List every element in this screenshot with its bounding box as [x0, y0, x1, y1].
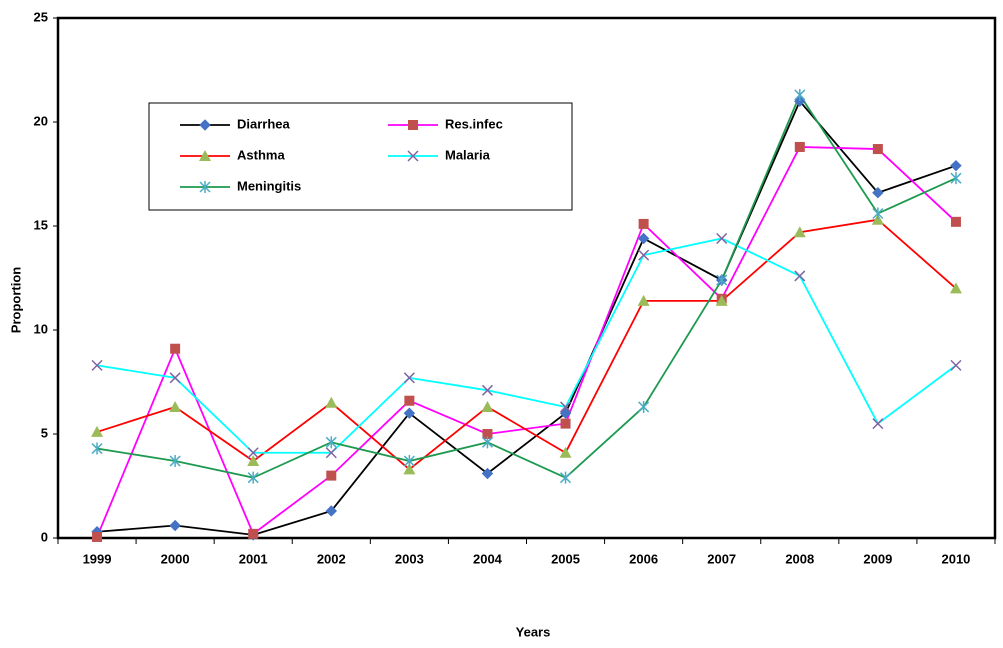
legend-label: Diarrhea — [237, 116, 291, 131]
marker — [793, 226, 806, 238]
x-tick-label: 2005 — [551, 551, 580, 566]
x-tick-label: 2006 — [629, 551, 658, 566]
marker — [949, 282, 962, 294]
marker — [716, 274, 728, 287]
marker — [403, 372, 415, 384]
marker — [404, 395, 415, 406]
series-line — [96, 93, 957, 479]
marker — [169, 400, 182, 412]
marker — [950, 359, 962, 371]
x-tick-label: 2004 — [473, 551, 503, 566]
marker — [872, 207, 884, 220]
series-line — [96, 99, 957, 536]
marker — [637, 294, 650, 306]
x-tick-label: 2002 — [317, 551, 346, 566]
marker — [794, 141, 805, 152]
marker — [560, 471, 572, 484]
x-tick-label: 2001 — [239, 551, 268, 566]
y-tick-label: 25 — [34, 9, 48, 24]
marker — [637, 232, 650, 245]
marker — [560, 418, 571, 429]
marker — [794, 270, 806, 282]
marker — [638, 249, 650, 261]
legend-label: Res.infec — [445, 116, 503, 131]
marker — [638, 218, 649, 229]
marker — [560, 401, 572, 413]
marker — [481, 436, 493, 449]
marker — [403, 463, 416, 475]
x-tick-label: 2009 — [863, 551, 892, 566]
marker — [872, 187, 884, 199]
y-tick-label: 10 — [34, 321, 48, 336]
marker — [169, 519, 181, 532]
marker — [559, 407, 572, 419]
marker — [199, 150, 211, 161]
marker — [247, 455, 260, 467]
marker — [92, 531, 103, 542]
marker — [481, 400, 494, 412]
marker — [716, 232, 728, 245]
marker — [169, 372, 181, 384]
plot-area — [56, 16, 997, 540]
x-tick-label: 2008 — [785, 551, 814, 566]
legend-label: Meningitis — [237, 178, 301, 193]
x-tick-label: 2007 — [707, 551, 736, 566]
marker — [407, 150, 419, 162]
y-tick-label: 5 — [41, 425, 48, 440]
marker — [872, 144, 883, 155]
marker — [326, 470, 337, 481]
y-axis-label: Proportion — [8, 267, 23, 333]
marker — [248, 528, 259, 539]
y-tick-label: 15 — [34, 217, 48, 232]
series-line — [96, 218, 957, 471]
marker — [408, 120, 418, 130]
marker — [199, 119, 211, 131]
legend-label: Asthma — [237, 147, 285, 162]
x-tick-label: 2003 — [395, 551, 424, 566]
marker — [247, 447, 259, 459]
marker — [950, 172, 962, 185]
marker — [638, 400, 650, 413]
marker — [715, 294, 728, 306]
marker — [481, 467, 494, 480]
marker — [91, 359, 103, 371]
marker — [169, 455, 181, 468]
marker — [325, 396, 338, 408]
marker — [325, 505, 337, 517]
series-line — [96, 237, 957, 454]
marker — [794, 88, 806, 101]
marker — [403, 407, 416, 419]
marker — [481, 384, 493, 396]
marker — [325, 436, 337, 449]
marker — [199, 181, 211, 193]
x-tick-label: 2010 — [941, 551, 970, 566]
marker — [170, 343, 181, 354]
marker — [403, 455, 415, 468]
marker — [247, 471, 259, 484]
x-tick-label: 2000 — [161, 551, 190, 566]
marker — [91, 425, 104, 437]
marker — [325, 447, 337, 459]
legend: Diarrhea Res.infec Asthma Malaria Meningitis — [148, 102, 573, 211]
marker — [794, 95, 806, 107]
y-tick-label: 0 — [41, 529, 48, 544]
marker — [950, 159, 962, 172]
y-tick-label: 20 — [34, 113, 48, 128]
x-tick-label: 1999 — [83, 551, 112, 566]
x-axis-label: Years — [516, 624, 551, 639]
marker — [872, 418, 884, 430]
marker — [950, 216, 961, 227]
marker — [91, 442, 103, 455]
marker — [559, 446, 572, 458]
legend-label: Malaria — [445, 147, 491, 162]
